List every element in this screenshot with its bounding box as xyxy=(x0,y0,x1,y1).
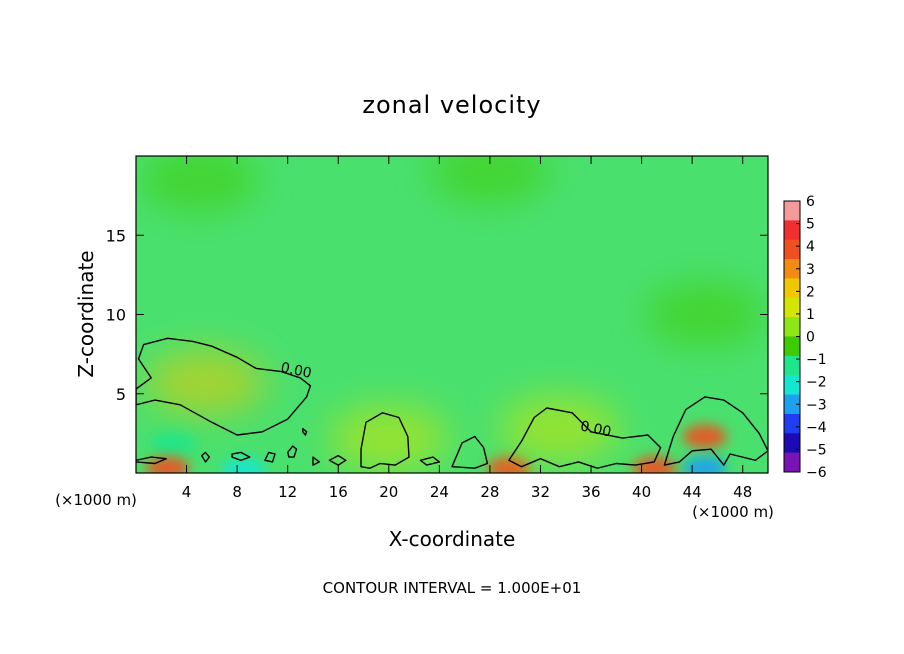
field-feature-12 xyxy=(139,156,260,212)
colorbar-tick-label-1: 5 xyxy=(806,217,815,233)
chart-title: zonal velocity xyxy=(362,91,541,119)
x-unit-right: (×1000 m) xyxy=(692,503,774,521)
zero-contour-5 xyxy=(451,435,489,469)
x-tick-label-5: 24 xyxy=(430,483,449,501)
field-feature-7 xyxy=(145,350,266,415)
y-tick-label-2: 15 xyxy=(106,226,126,245)
colorbar-swatch-11 xyxy=(784,413,800,434)
x-tick-label-6: 28 xyxy=(480,483,499,501)
colorbar-tick-label-7: −1 xyxy=(806,352,827,368)
zero-contour-9 xyxy=(287,445,298,458)
contour-label-1: 0.00 xyxy=(579,418,613,440)
colorbar-tick-label-0: 6 xyxy=(806,194,815,210)
colorbar: 6 5 4 3 2 1 0 −1 −2 −3 −4 −5 −6 xyxy=(783,194,827,481)
x-tick-label-1: 8 xyxy=(232,483,242,501)
colorbar-swatch-13 xyxy=(784,452,800,473)
x-axis-label: X-coordinate xyxy=(389,527,516,551)
contour-label-0: 0.00 xyxy=(279,360,313,382)
zero-contour-3 xyxy=(663,396,768,466)
colorbar-tick-label-11: −5 xyxy=(806,442,827,458)
x-axis-ticks: 4 8 12 16 20 24 28 32 36 40 44 48 xyxy=(182,156,752,501)
zero-contour-0 xyxy=(136,337,312,436)
zero-contour-1 xyxy=(360,412,410,469)
colorbar-swatch-9 xyxy=(784,375,800,396)
colorbar-tick-label-10: −4 xyxy=(806,420,827,436)
colorbar-swatch-5 xyxy=(784,297,800,318)
x-tick-label-9: 40 xyxy=(632,483,651,501)
colorbar-swatch-2 xyxy=(784,239,800,260)
plot-area xyxy=(136,156,768,473)
colorbar-swatch-3 xyxy=(784,259,800,279)
field-feature-1 xyxy=(221,457,266,473)
field-feature-6 xyxy=(632,456,677,473)
zero-contours xyxy=(136,337,768,469)
x-tick-label-4: 20 xyxy=(379,483,398,501)
colorbar-tick-label-8: −2 xyxy=(806,375,827,391)
velocity-field xyxy=(139,156,765,473)
colorbar-tick-label-2: 4 xyxy=(806,239,815,255)
colorbar-tick-label-3: 3 xyxy=(806,262,815,278)
x-tick-label-0: 4 xyxy=(182,483,192,501)
colorbar-tick-label-12: −6 xyxy=(806,465,827,481)
zero-contour-2 xyxy=(508,407,662,469)
contour-interval-note: CONTOUR INTERVAL = 1.000E+01 xyxy=(323,579,582,597)
field-feature-0 xyxy=(151,430,196,455)
x-tick-label-2: 12 xyxy=(278,483,297,501)
zero-contour-10 xyxy=(312,456,320,466)
x-tick-label-3: 16 xyxy=(329,483,348,501)
colorbar-tick-label-6: 0 xyxy=(806,330,815,346)
colorbar-tick-label-4: 2 xyxy=(806,284,815,300)
zero-contour-13 xyxy=(419,456,441,466)
colorbar-swatch-6 xyxy=(784,317,800,337)
zero-contour-6 xyxy=(200,451,211,463)
y-axis-label: Z-coordinate xyxy=(74,250,98,377)
field-feature-9 xyxy=(328,406,449,471)
field-feature-8 xyxy=(499,396,620,461)
colorbar-swatch-8 xyxy=(784,355,800,376)
field-feature-3 xyxy=(682,456,727,473)
zero-contour-7 xyxy=(231,451,251,461)
field-feature-11 xyxy=(429,156,550,204)
y-tick-label-1: 10 xyxy=(106,306,126,325)
colorbar-swatch-4 xyxy=(784,278,800,299)
y-tick-label-0: 5 xyxy=(116,385,126,404)
colorbar-swatch-0 xyxy=(784,201,800,221)
zero-contour-12 xyxy=(302,427,308,436)
colorbar-tick-label-9: −3 xyxy=(806,397,827,413)
x-tick-label-11: 48 xyxy=(733,483,752,501)
field-feature-5 xyxy=(486,456,531,473)
colorbar-swatch-12 xyxy=(784,433,800,454)
zero-contour-8 xyxy=(264,451,276,463)
colorbar-swatch-10 xyxy=(784,394,800,415)
x-tick-label-10: 44 xyxy=(683,483,702,501)
zero-contour-11 xyxy=(328,454,347,466)
x-tick-label-8: 36 xyxy=(581,483,600,501)
colorbar-swatch-1 xyxy=(784,220,800,241)
colorbar-swatch-7 xyxy=(784,336,800,357)
y-axis-ticks: 5 10 15 xyxy=(106,226,768,404)
colorbar-tick-label-5: 1 xyxy=(806,307,815,323)
x-unit-left: (×1000 m) xyxy=(55,491,137,509)
zero-contour-4 xyxy=(136,456,168,465)
field-feature-2 xyxy=(682,424,727,449)
x-tick-label-7: 32 xyxy=(531,483,550,501)
field-feature-4 xyxy=(145,456,190,473)
field-feature-10 xyxy=(644,282,765,347)
contour-labels: 0.00 0.00 xyxy=(279,360,612,441)
